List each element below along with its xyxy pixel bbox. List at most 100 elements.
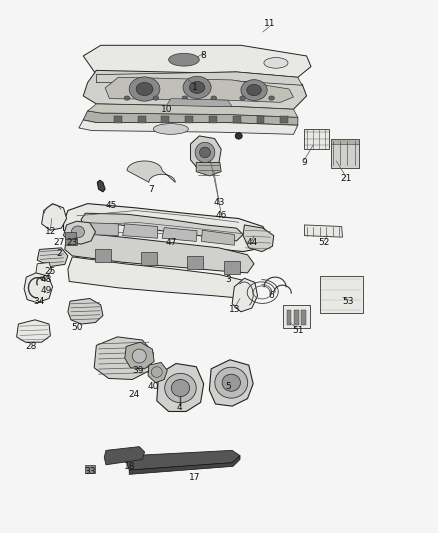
Text: 28: 28 [25, 342, 36, 351]
Ellipse shape [211, 96, 216, 100]
Ellipse shape [169, 53, 199, 66]
Polygon shape [127, 161, 175, 182]
Ellipse shape [240, 96, 245, 100]
Bar [162, 116, 170, 123]
Ellipse shape [195, 142, 215, 163]
Ellipse shape [264, 58, 288, 68]
Ellipse shape [136, 83, 153, 95]
Bar [257, 116, 265, 123]
Text: 21: 21 [340, 174, 352, 183]
Polygon shape [162, 228, 197, 241]
Text: 40: 40 [148, 382, 159, 391]
Text: 9: 9 [301, 158, 307, 167]
Text: 5: 5 [225, 382, 231, 391]
Polygon shape [125, 342, 154, 369]
Bar [85, 465, 95, 473]
Text: 49: 49 [40, 286, 52, 295]
Text: 1: 1 [192, 84, 198, 92]
Polygon shape [64, 221, 95, 244]
Ellipse shape [153, 124, 188, 134]
Bar [114, 116, 122, 123]
Bar [138, 116, 145, 123]
Text: 34: 34 [34, 297, 45, 305]
Ellipse shape [215, 367, 248, 398]
Text: 46: 46 [215, 212, 227, 220]
Polygon shape [65, 232, 254, 273]
Polygon shape [232, 278, 258, 312]
Ellipse shape [235, 133, 242, 139]
Ellipse shape [71, 226, 85, 238]
Polygon shape [97, 180, 105, 192]
Polygon shape [88, 223, 118, 236]
Bar [65, 238, 77, 245]
Ellipse shape [153, 96, 159, 100]
Text: 33: 33 [84, 467, 95, 476]
Polygon shape [79, 120, 298, 134]
Bar [320, 276, 363, 313]
Polygon shape [17, 320, 50, 342]
Text: 44: 44 [246, 238, 258, 247]
Text: 43: 43 [213, 198, 225, 207]
Text: 51: 51 [292, 326, 304, 335]
Text: 12: 12 [45, 228, 56, 236]
Bar [185, 116, 193, 123]
Polygon shape [104, 447, 145, 465]
Bar [287, 310, 291, 325]
Text: 7: 7 [148, 185, 154, 193]
Text: 52: 52 [318, 238, 330, 247]
Ellipse shape [182, 96, 187, 100]
Polygon shape [304, 225, 343, 237]
Polygon shape [88, 104, 298, 117]
Ellipse shape [152, 367, 162, 377]
Polygon shape [191, 136, 221, 169]
Polygon shape [81, 213, 243, 241]
Bar [65, 232, 76, 239]
Text: 39: 39 [132, 366, 144, 375]
Ellipse shape [129, 77, 160, 101]
Text: 23: 23 [67, 238, 78, 247]
Text: 6: 6 [268, 292, 275, 300]
Polygon shape [36, 262, 52, 277]
Polygon shape [166, 99, 232, 107]
Polygon shape [105, 77, 293, 102]
Bar [209, 116, 217, 123]
Polygon shape [243, 225, 274, 252]
Text: 45: 45 [106, 201, 117, 209]
Bar [283, 305, 310, 328]
Ellipse shape [222, 374, 240, 391]
Polygon shape [123, 224, 158, 238]
Ellipse shape [183, 76, 211, 99]
Polygon shape [129, 456, 240, 474]
Polygon shape [36, 275, 48, 284]
Ellipse shape [189, 82, 205, 93]
Text: 48: 48 [40, 276, 52, 284]
Bar [95, 249, 111, 262]
Ellipse shape [269, 96, 274, 100]
Bar [294, 310, 299, 325]
Text: 24: 24 [128, 390, 139, 399]
Bar [233, 116, 240, 123]
Polygon shape [42, 204, 67, 230]
Bar [187, 256, 203, 269]
Polygon shape [331, 139, 359, 144]
Polygon shape [209, 360, 253, 406]
Ellipse shape [200, 147, 210, 158]
Bar [301, 310, 306, 325]
Polygon shape [64, 204, 269, 252]
Polygon shape [96, 72, 302, 85]
Text: 53: 53 [343, 297, 354, 305]
Text: 3: 3 [225, 276, 231, 284]
Text: 25: 25 [45, 268, 56, 276]
Ellipse shape [132, 349, 146, 363]
Text: 47: 47 [165, 238, 177, 247]
Text: 27: 27 [53, 238, 65, 247]
Text: 50: 50 [71, 324, 82, 332]
Polygon shape [83, 45, 311, 77]
Polygon shape [94, 337, 153, 379]
Ellipse shape [124, 96, 130, 100]
Text: 18: 18 [124, 462, 135, 471]
Bar [224, 261, 240, 274]
Text: 10: 10 [161, 105, 172, 114]
Bar [280, 116, 288, 123]
Polygon shape [127, 450, 240, 470]
